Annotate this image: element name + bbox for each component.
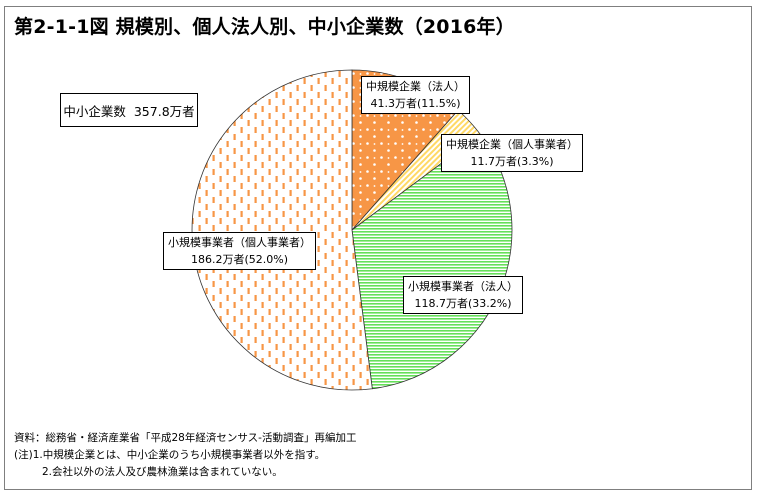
slice-small-individual [191,69,373,391]
label-medium-corporate-value: 41.3万者(11.5%) [370,97,461,110]
label-small-corporate-name: 小規模事業者（法人） [408,280,518,293]
label-medium-corporate-name: 中規模企業（法人） [366,80,465,93]
label-small-individual-value: 186.2万者(52.0%) [190,253,289,266]
source-note: 資料：総務省・経済産業省「平成28年経済センサス-活動調査」再編加工 [14,432,357,444]
note-2: 2.会社以外の法人及び農林漁業は含まれていない。 [42,466,283,478]
note-1: (注)1.中規模企業とは、中小企業のうち小規模事業者以外を指す。 [14,449,326,461]
total-value: 357.8万者 [133,103,195,119]
label-medium-individual-name: 中規模企業（個人事業者） [446,138,578,151]
footnotes: 資料：総務省・経済産業省「平成28年経済センサス-活動調査」再編加工 (注)1.… [14,430,356,481]
label-small-corporate-value: 118.7万者(33.2%) [414,297,512,310]
total-label: 中小企業数 [63,103,126,119]
label-small-corporate: 小規模事業者（法人） 118.7万者(33.2%) [403,276,523,314]
label-medium-corporate: 中規模企業（法人） 41.3万者(11.5%) [361,76,470,114]
label-small-individual-name: 小規模事業者（個人事業者） [168,236,311,249]
label-medium-individual: 中規模企業（個人事業者） 11.7万者(3.3%) [441,134,583,172]
label-small-individual: 小規模事業者（個人事業者） 186.2万者(52.0%) [163,232,316,270]
total-label-box: 中小企業数 357.8万者 [60,93,198,127]
chart-title: 第2-1-1図 規模別、個人法人別、中小企業数（2016年） [14,16,515,38]
label-medium-individual-value: 11.7万者(3.3%) [470,155,554,168]
